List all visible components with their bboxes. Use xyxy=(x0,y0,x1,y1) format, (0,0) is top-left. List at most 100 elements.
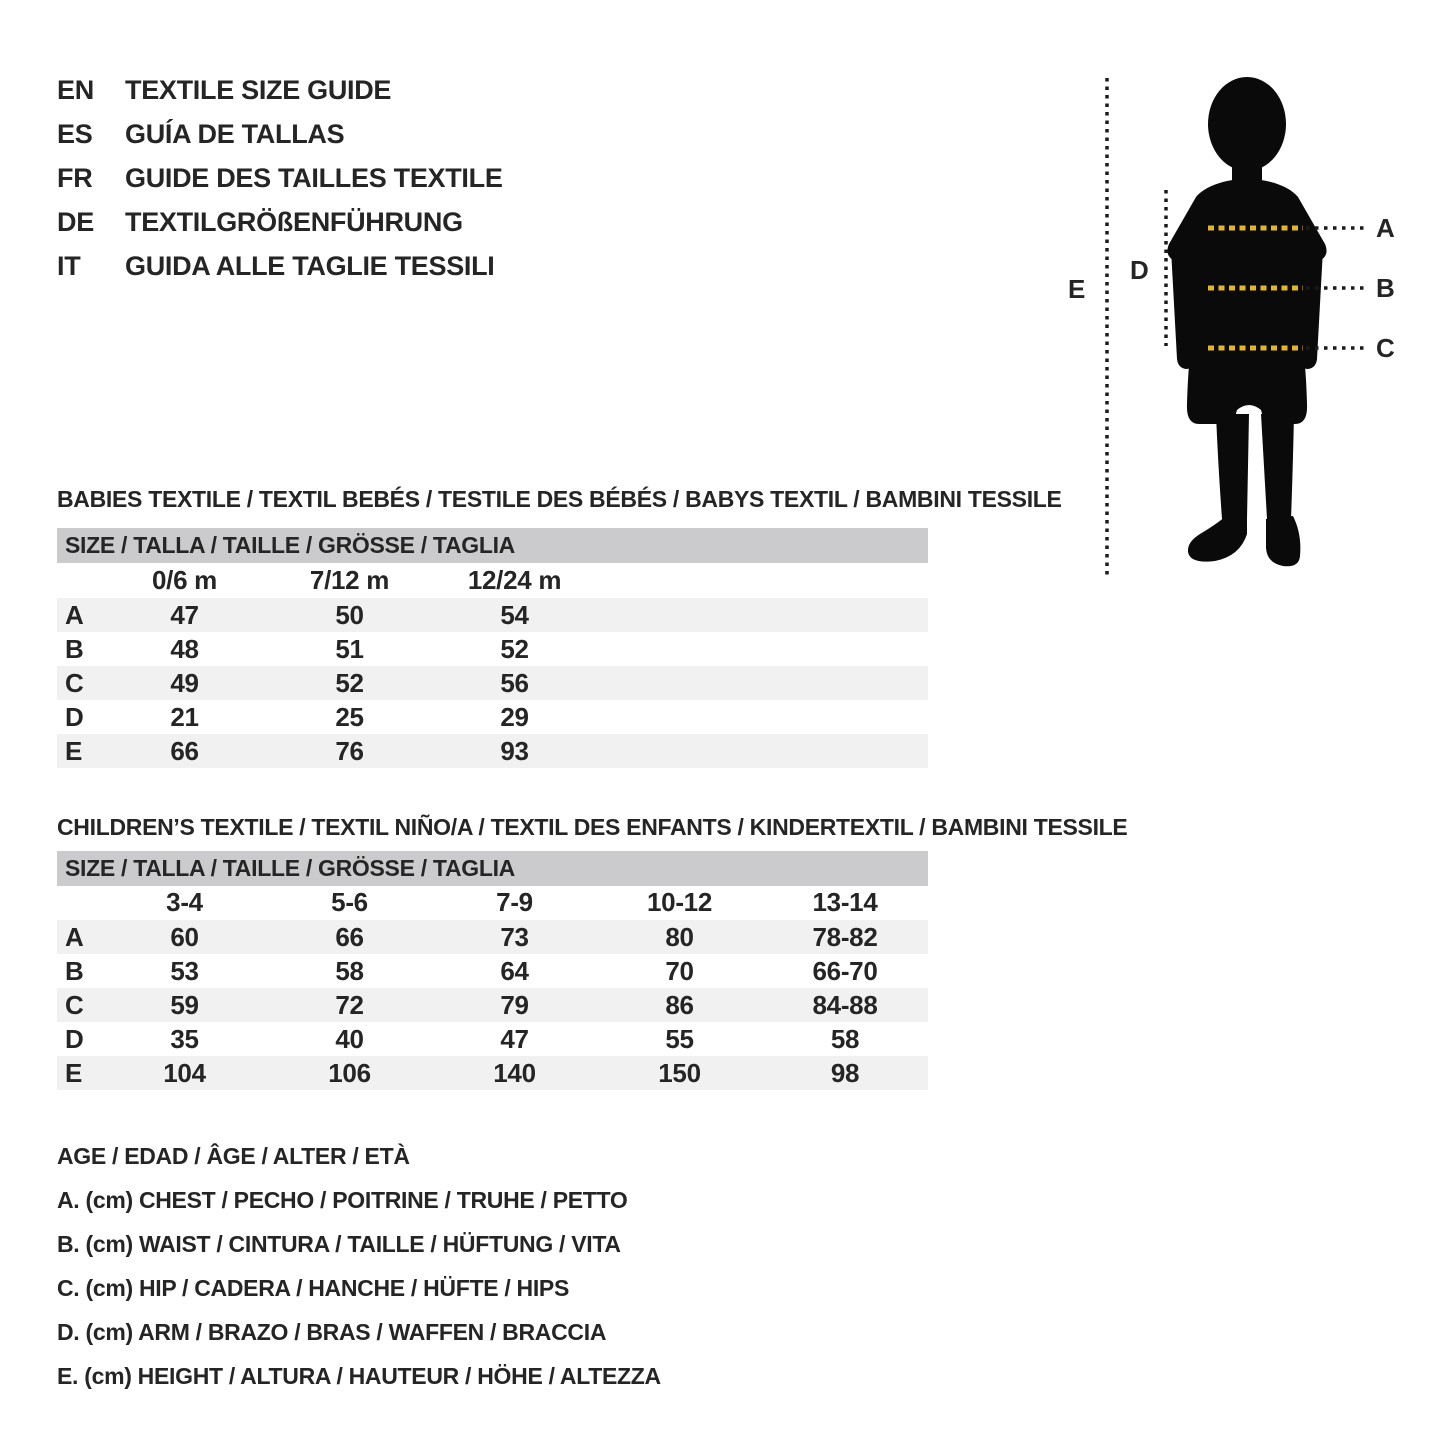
babies-section-title: BABIES TEXTILE / TEXTIL BEBÉS / TESTILE … xyxy=(57,486,1062,512)
cell: 76 xyxy=(335,735,364,766)
legend-hip: C. (cm) HIP / CADERA / HANCHE / HÜFTE / … xyxy=(57,1275,570,1301)
cell: 60 xyxy=(170,921,199,952)
cell: 84-88 xyxy=(812,989,878,1020)
cell: 104 xyxy=(163,1057,206,1088)
babies-column-header-row: 0/6 m 7/12 m 12/24 m xyxy=(57,563,928,598)
row-label: A xyxy=(65,599,84,630)
silhouette-head xyxy=(1208,77,1286,171)
guide-title: GUIDA ALLE TAGLIE TESSILI xyxy=(125,251,495,281)
cell: 50 xyxy=(335,599,364,630)
cell: 55 xyxy=(665,1023,694,1054)
cell: 66 xyxy=(335,921,364,952)
cell: 47 xyxy=(170,599,199,630)
label-a: A xyxy=(1376,213,1395,243)
lang-code: EN xyxy=(57,75,94,105)
babies-size-header-bar: SIZE / TALLA / TAILLE / GRÖSSE / TAGLIA xyxy=(57,528,928,563)
babies-size-table: 0/6 m 7/12 m 12/24 m A 47 50 54 B 48 51 … xyxy=(57,563,928,768)
table-row: E 66 76 93 xyxy=(57,734,928,768)
row-label: C xyxy=(65,667,84,698)
row-label: A xyxy=(65,921,84,952)
label-c: C xyxy=(1376,333,1395,363)
silhouette-shorts xyxy=(1186,304,1308,424)
cell: 51 xyxy=(335,633,364,664)
cell: 70 xyxy=(665,955,694,986)
cell: 64 xyxy=(500,955,529,986)
child-silhouette xyxy=(1167,77,1327,567)
title-row-fr: FR GUIDE DES TAILLES TEXTILE xyxy=(57,156,503,200)
column-header: 5-6 xyxy=(331,887,368,917)
table-row: C 49 52 56 xyxy=(57,666,928,700)
cell: 53 xyxy=(170,955,199,986)
label-d: D xyxy=(1130,255,1148,285)
row-label: E xyxy=(65,735,83,766)
table-row: A 47 50 54 xyxy=(57,598,928,632)
legend-age: AGE / EDAD / ÂGE / ALTER / ETÀ xyxy=(57,1143,410,1169)
table-row: D 21 25 29 xyxy=(57,700,928,734)
guide-title: GUIDE DES TAILLES TEXTILE xyxy=(125,163,503,193)
cell: 58 xyxy=(830,1023,860,1054)
cell: 58 xyxy=(335,955,364,986)
row-label: C xyxy=(65,989,84,1020)
child-measurement-figure: A B C D E xyxy=(1068,77,1395,576)
column-header: 0/6 m xyxy=(152,565,217,595)
cell: 79 xyxy=(500,989,529,1020)
spacer-cell xyxy=(597,563,928,598)
column-header: 10-12 xyxy=(647,887,712,917)
cell: 52 xyxy=(500,633,529,664)
table-row: D 35 40 47 55 58 xyxy=(57,1022,928,1056)
column-header: 7-9 xyxy=(496,887,533,917)
cell: 106 xyxy=(328,1057,371,1088)
legend-height: E. (cm) HEIGHT / ALTURA / HAUTEUR / HÖHE… xyxy=(57,1363,661,1389)
cell: 40 xyxy=(335,1023,364,1054)
silhouette-right-leg xyxy=(1261,414,1294,534)
label-b: B xyxy=(1376,273,1394,303)
children-column-header-row: 3-4 5-6 7-9 10-12 13-14 xyxy=(57,885,928,920)
legend-waist: B. (cm) WAIST / CINTURA / TAILLE / HÜFTU… xyxy=(57,1231,621,1257)
table-row: C 59 72 79 86 84-88 xyxy=(57,988,928,1022)
cell: 73 xyxy=(500,921,529,952)
row-label: B xyxy=(65,633,84,664)
cell: 80 xyxy=(665,921,694,952)
cell: 78-82 xyxy=(812,921,878,952)
cell: 72 xyxy=(335,989,364,1020)
measurement-legend: AGE / EDAD / ÂGE / ALTER / ETÀ A. (cm) C… xyxy=(57,1134,661,1398)
lang-code: IT xyxy=(57,251,81,281)
children-size-header-bar: SIZE / TALLA / TAILLE / GRÖSSE / TAGLIA xyxy=(57,851,928,886)
title-row-en: EN TEXTILE SIZE GUIDE xyxy=(57,68,503,112)
cell: 47 xyxy=(500,1023,529,1054)
row-label: D xyxy=(65,1023,84,1054)
cell: 98 xyxy=(830,1057,860,1088)
guide-title: TEXTILE SIZE GUIDE xyxy=(125,75,392,105)
table-row: B 48 51 52 xyxy=(57,632,928,666)
lang-code: ES xyxy=(57,119,93,149)
cell: 140 xyxy=(493,1057,536,1088)
cell: 59 xyxy=(170,989,199,1020)
cell: 93 xyxy=(500,735,529,766)
corner-cell xyxy=(57,885,102,920)
silhouette-left-shoe xyxy=(1187,514,1247,562)
body-measure-lines xyxy=(1208,225,1364,351)
cell: 49 xyxy=(170,667,199,698)
language-title-block: EN TEXTILE SIZE GUIDE ES GUÍA DE TALLAS FR… xyxy=(57,68,503,288)
title-row-de: DE TEXTILGRÖßENFÜHRUNG xyxy=(57,200,503,244)
corner-cell xyxy=(57,563,102,598)
cell: 66 xyxy=(170,735,199,766)
column-header: 7/12 m xyxy=(309,565,390,595)
label-e: E xyxy=(1068,274,1085,304)
legend-chest: A. (cm) CHEST / PECHO / POITRINE / TRUHE… xyxy=(57,1187,628,1213)
cell: 48 xyxy=(170,633,199,664)
legend-arm: D. (cm) ARM / BRAZO / BRAS / WAFFEN / BR… xyxy=(57,1319,607,1345)
row-label: E xyxy=(65,1057,83,1088)
cell: 150 xyxy=(658,1057,701,1088)
lang-code: DE xyxy=(57,207,94,237)
children-section-title: CHILDREN’S TEXTILE / TEXTIL NIÑO/A / TEX… xyxy=(57,814,1128,840)
row-label: D xyxy=(65,701,84,732)
table-row: B 53 58 64 70 66-70 xyxy=(57,954,928,988)
cell: 21 xyxy=(170,701,199,732)
silhouette-right-shoe xyxy=(1266,516,1301,567)
guide-title: TEXTILGRÖßENFÜHRUNG xyxy=(125,207,463,237)
title-row-it: IT GUIDA ALLE TAGLIE TESSILI xyxy=(57,244,503,288)
silhouette-left-leg xyxy=(1216,414,1249,534)
title-row-es: ES GUÍA DE TALLAS xyxy=(57,112,503,156)
table-row: A 60 66 73 80 78-82 xyxy=(57,920,928,954)
